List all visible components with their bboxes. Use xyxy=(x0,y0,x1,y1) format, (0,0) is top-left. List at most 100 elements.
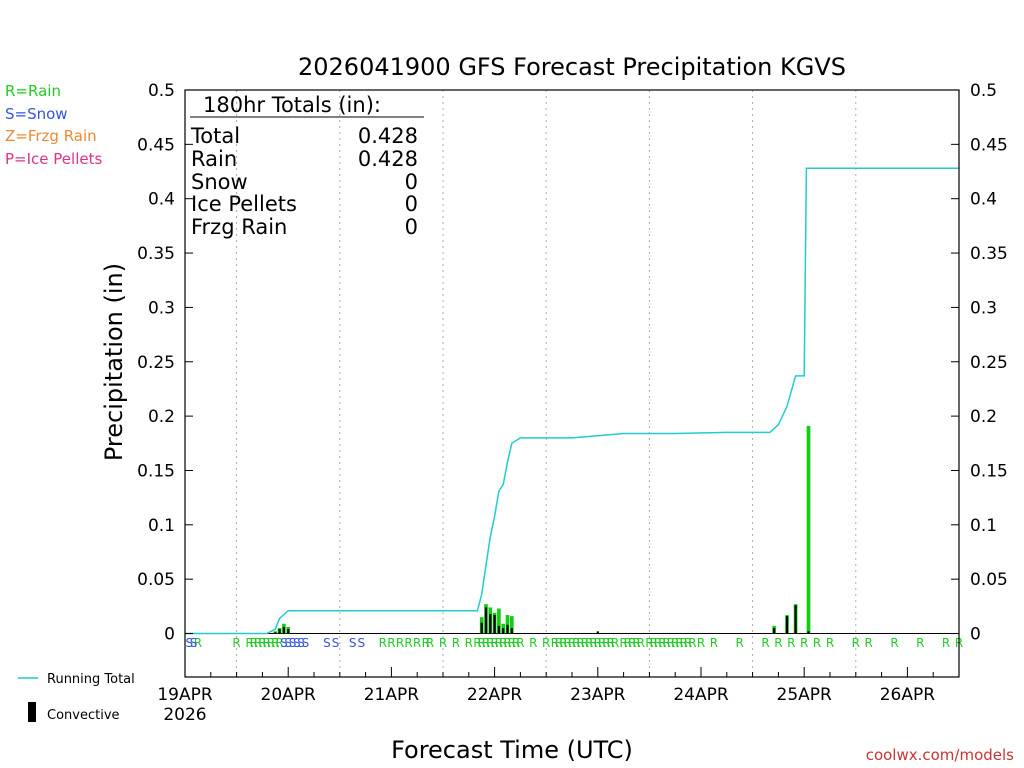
y-tick-right-label: 0.5 xyxy=(970,81,997,101)
ptype-snow-27h: S xyxy=(297,636,305,650)
ptype-rain-88h: R xyxy=(559,636,567,650)
y-tick-right-label: 0.25 xyxy=(970,353,1008,373)
convective-bar-73h xyxy=(497,625,500,634)
y-tick-right-label: 0.1 xyxy=(970,516,997,536)
ptype-rain-87h: R xyxy=(555,636,563,650)
y-tick-left-label: 0.2 xyxy=(148,407,175,427)
x-tick-sublabel: 2026 xyxy=(163,705,206,725)
x-tick-label: 21APR xyxy=(364,685,420,705)
ptype-snow-39h: S xyxy=(349,636,357,650)
convective-bar-22h xyxy=(278,629,281,634)
y-axis-label: Precipitation (in) xyxy=(100,263,128,461)
ptype-rain-72h: R xyxy=(490,636,498,650)
ptype-rain-16h: R xyxy=(250,636,258,650)
totals-ice-value: 0 xyxy=(405,192,418,216)
legend-rain: R=Rain xyxy=(5,82,61,100)
y-tick-right-label: 0.45 xyxy=(970,135,1008,155)
ptype-rain-96h: R xyxy=(594,636,602,650)
y-tick-right-label: 0.3 xyxy=(970,298,997,318)
plot-frame xyxy=(184,89,960,678)
convective-bar-69h xyxy=(480,622,483,634)
running-total-polyline xyxy=(185,167,959,635)
ptype-rain-48h: R xyxy=(387,636,395,650)
ptype-rain-103h: R xyxy=(624,636,632,650)
totals-rain-value: 0.428 xyxy=(358,147,418,171)
ptype-rain-111h: R xyxy=(658,636,666,650)
ptype-snow-35h: S xyxy=(332,636,340,650)
ptype-snow-41h: S xyxy=(357,636,365,650)
ptype-legend: R=Rain S=Snow Z=Frzg Rain P=Ice Pellets xyxy=(5,82,102,168)
ptype-snow-24h: S xyxy=(284,636,292,650)
convective-bar-21h xyxy=(274,632,277,634)
x-gridlines xyxy=(185,90,959,677)
ptype-rain-116h: R xyxy=(680,636,688,650)
convective-bar-75h xyxy=(506,624,509,634)
ptype-rain-159h: R xyxy=(865,636,873,650)
ptype-rain-57h: R xyxy=(426,636,434,650)
convective-bar-74h xyxy=(502,628,505,634)
ptype-rain-91h: R xyxy=(572,636,580,650)
legend-convective-label: Convective xyxy=(47,708,120,723)
ptype-rain-66h: R xyxy=(465,636,473,650)
ptype-snow-26h: S xyxy=(293,636,301,650)
precip-bars xyxy=(273,425,811,634)
ptype-rain-70h: R xyxy=(482,636,490,650)
ptype-rain-102h: R xyxy=(619,636,627,650)
ptype-rain-98h: R xyxy=(602,636,610,650)
ptype-rain-138h: R xyxy=(774,636,782,650)
y-tick-left-label: 0 xyxy=(164,625,175,645)
y-tick-left-label: 0.45 xyxy=(137,135,175,155)
ptype-rain-177h: R xyxy=(942,636,950,650)
ptype-rain-112h: R xyxy=(662,636,670,650)
convective-bar-70h xyxy=(484,607,488,634)
ptype-rain-104h: R xyxy=(628,636,636,650)
precip-bar-76h xyxy=(509,616,514,634)
ptype-rain-77h: R xyxy=(512,636,520,650)
precip-bar-75h xyxy=(505,615,510,634)
ptype-snow-2h: S xyxy=(190,636,198,650)
y-tick-right-label: 0.35 xyxy=(970,244,1008,264)
y-ticks-right: 0.5 0.45 0.4 0.35 0.3 0.25 0.2 0.15 0.1 0.05 0 xyxy=(951,81,1008,645)
ptype-rain-109h: R xyxy=(650,636,658,650)
precip-bar-145h xyxy=(806,425,811,634)
running-total-line xyxy=(185,167,959,635)
y-tick-right-label: 0.2 xyxy=(970,407,997,427)
y-tick-left-label: 0.05 xyxy=(137,570,175,590)
y-tick-right-label: 0.05 xyxy=(970,570,1008,590)
ptype-rain-76h: R xyxy=(508,636,516,650)
y-tick-right-label: 0.4 xyxy=(970,190,997,210)
ptype-rain-100h: R xyxy=(611,636,619,650)
convective-bar-145h xyxy=(807,631,810,634)
source-watermark: coolwx.com/models xyxy=(866,746,1014,764)
convective-bar-71h xyxy=(489,613,492,634)
totals-rain-label: Rain xyxy=(191,147,237,171)
y-tick-left-label: 0.3 xyxy=(148,298,175,318)
totals-frzg-label: Frzg Rain xyxy=(191,215,287,239)
ptype-rain-81h: R xyxy=(529,636,537,650)
ptype-rain-129h: R xyxy=(736,636,744,650)
ptype-rain-84h: R xyxy=(542,636,550,650)
ptype-rain-71h: R xyxy=(486,636,494,650)
totals-header: 180hr Totals (in): xyxy=(203,93,381,117)
legend-ice-pellets: P=Ice Pellets xyxy=(5,150,102,168)
totals-total-value: 0.428 xyxy=(358,124,418,148)
y-tick-right-label: 0 xyxy=(970,625,981,645)
ptype-snow-33h: S xyxy=(323,636,331,650)
ptype-rain-141h: R xyxy=(787,636,795,650)
ptype-rain-19h: R xyxy=(263,636,271,650)
totals-box: 180hr Totals (in): Total 0.428 Rain 0.42… xyxy=(190,93,424,239)
x-axis-label: Forecast Time (UTC) xyxy=(391,736,633,764)
ptype-rain-144h: R xyxy=(800,636,808,650)
ptype-rain-54h: R xyxy=(413,636,421,650)
x-tick-label: 19APR xyxy=(157,685,213,705)
y-tick-left-label: 0.1 xyxy=(148,516,175,536)
legend-convective-swatch xyxy=(28,702,36,722)
ptype-rain-52h: R xyxy=(404,636,412,650)
ptype-rain-120h: R xyxy=(697,636,705,650)
precip-bar-73h xyxy=(497,608,501,634)
ptype-rain-74h: R xyxy=(499,636,507,650)
ptype-snow-23h: S xyxy=(280,636,288,650)
convective-bar-137h xyxy=(773,628,776,634)
ptype-rain-86h: R xyxy=(551,636,559,650)
